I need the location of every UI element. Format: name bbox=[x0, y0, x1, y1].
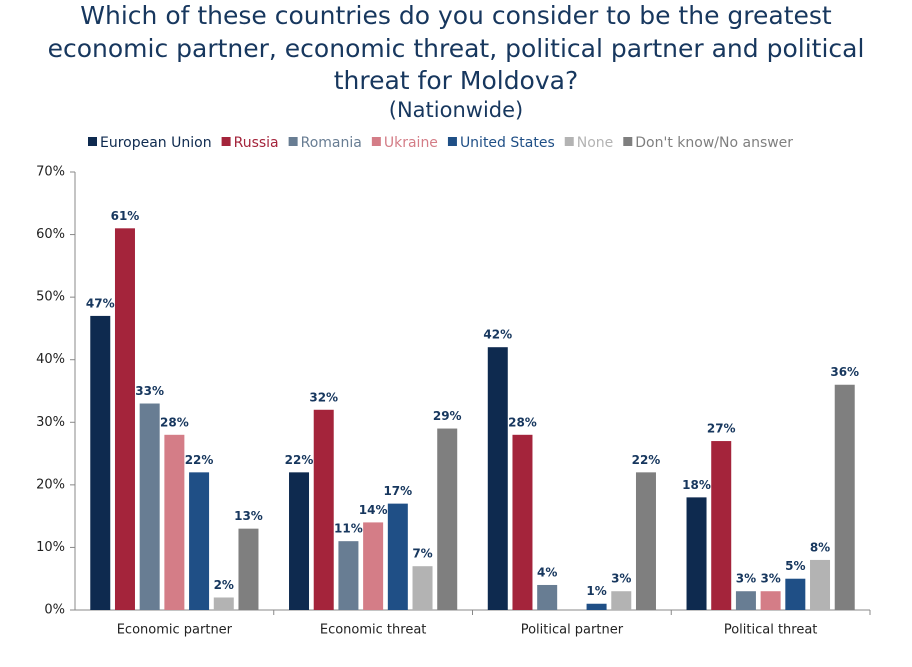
y-tick-label: 60% bbox=[36, 227, 65, 242]
chart-title: threat for Moldova? bbox=[334, 66, 579, 95]
legend-label: Ukraine bbox=[384, 135, 438, 151]
value-label: 32% bbox=[309, 390, 338, 404]
value-label: 3% bbox=[611, 572, 631, 586]
y-tick-label: 50% bbox=[36, 290, 65, 305]
bar bbox=[213, 597, 234, 610]
value-label: 11% bbox=[334, 522, 363, 536]
y-tick-label: 20% bbox=[36, 477, 65, 492]
bar bbox=[437, 428, 458, 610]
bar bbox=[785, 578, 806, 610]
value-label: 42% bbox=[483, 328, 512, 342]
bar bbox=[635, 472, 656, 610]
value-label: 28% bbox=[160, 415, 189, 429]
x-tick-label: Political partner bbox=[521, 623, 624, 638]
bar bbox=[114, 228, 135, 611]
value-label: 3% bbox=[736, 572, 756, 586]
legend-label: European Union bbox=[100, 135, 212, 151]
bar bbox=[189, 472, 210, 610]
bar bbox=[810, 559, 831, 610]
legend-label: None bbox=[577, 135, 614, 151]
legend-swatch bbox=[288, 137, 298, 146]
y-tick-label: 10% bbox=[36, 540, 65, 555]
legend-label: Romania bbox=[301, 135, 362, 151]
legend-swatch bbox=[221, 137, 231, 146]
bar bbox=[834, 384, 855, 610]
bar bbox=[164, 434, 185, 610]
y-tick-label: 40% bbox=[36, 352, 65, 367]
value-label: 1% bbox=[586, 584, 606, 598]
value-label: 7% bbox=[412, 547, 432, 561]
value-label: 3% bbox=[760, 572, 780, 586]
bar bbox=[711, 441, 732, 610]
value-label: 47% bbox=[86, 296, 115, 310]
legend-swatch bbox=[447, 137, 457, 146]
value-label: 18% bbox=[682, 478, 711, 492]
bar bbox=[289, 472, 310, 610]
bar bbox=[338, 541, 359, 610]
value-label: 27% bbox=[707, 422, 736, 436]
bar bbox=[760, 591, 781, 610]
bar bbox=[139, 403, 160, 610]
value-label: 5% bbox=[785, 559, 805, 573]
bar bbox=[611, 591, 632, 610]
x-tick-label: Economic threat bbox=[320, 623, 427, 638]
x-tick-label: Economic partner bbox=[117, 623, 233, 638]
bar bbox=[363, 522, 384, 610]
bar bbox=[586, 603, 607, 610]
bar bbox=[686, 497, 707, 610]
y-tick-label: 0% bbox=[44, 603, 65, 618]
value-label: 22% bbox=[185, 453, 214, 467]
chart-title: economic partner, economic threat, polit… bbox=[48, 34, 865, 63]
value-label: 29% bbox=[433, 409, 462, 423]
legend-label: Russia bbox=[234, 135, 279, 151]
value-label: 22% bbox=[285, 453, 314, 467]
value-label: 36% bbox=[830, 365, 859, 379]
bar bbox=[512, 434, 533, 610]
legend-swatch bbox=[623, 137, 633, 146]
bar bbox=[412, 566, 433, 610]
value-label: 2% bbox=[214, 578, 234, 592]
legend-label: United States bbox=[460, 135, 555, 151]
legend-swatch bbox=[564, 137, 574, 146]
bar bbox=[537, 584, 558, 610]
bar bbox=[735, 591, 756, 610]
value-label: 22% bbox=[632, 453, 661, 467]
value-label: 33% bbox=[135, 384, 164, 398]
bar bbox=[90, 315, 111, 610]
value-label: 28% bbox=[508, 415, 537, 429]
chart-subtitle: (Nationwide) bbox=[389, 98, 523, 122]
value-label: 13% bbox=[234, 509, 263, 523]
bar bbox=[387, 503, 408, 610]
chart-title: Which of these countries do you consider… bbox=[80, 1, 832, 30]
y-tick-label: 30% bbox=[36, 415, 65, 430]
bar bbox=[313, 409, 334, 610]
value-label: 61% bbox=[111, 209, 140, 223]
value-label: 14% bbox=[359, 503, 388, 517]
legend-swatch bbox=[88, 137, 97, 146]
bar bbox=[487, 347, 508, 610]
y-tick-label: 70% bbox=[36, 165, 65, 180]
legend-swatch bbox=[371, 137, 381, 146]
value-label: 8% bbox=[810, 540, 830, 554]
value-label: 4% bbox=[537, 565, 557, 579]
legend-label: Don't know/No answer bbox=[635, 135, 793, 151]
x-tick-label: Political threat bbox=[724, 623, 818, 638]
bar bbox=[238, 528, 259, 610]
value-label: 17% bbox=[383, 484, 412, 498]
